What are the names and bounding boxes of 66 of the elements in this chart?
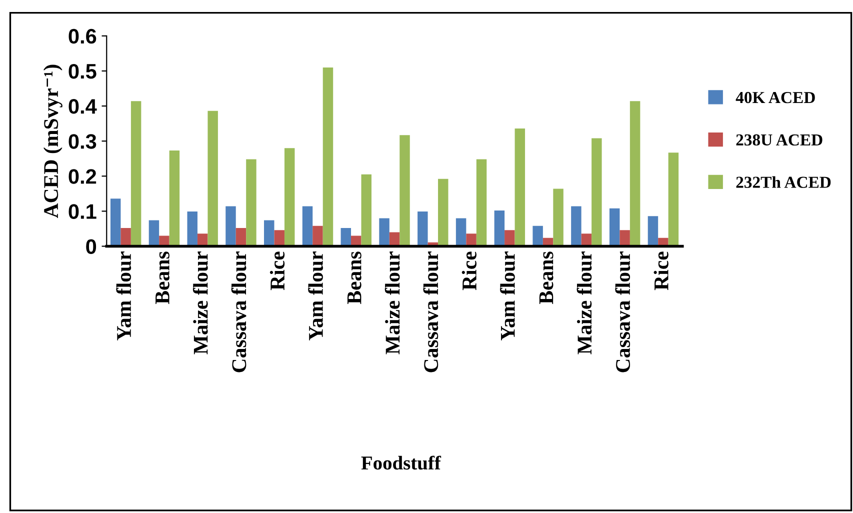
bar (668, 152, 679, 246)
bar (418, 212, 428, 246)
bar (130, 101, 142, 246)
bar (553, 188, 564, 246)
bar (236, 228, 246, 246)
x-tick-label: Maize flour (384, 252, 400, 354)
bar (264, 220, 274, 246)
x-axis-title: Foodstuff (361, 456, 442, 470)
bar (400, 135, 410, 246)
y-tick-label: 0 (86, 239, 96, 254)
x-tick-label: Maize flour (576, 252, 592, 354)
bar (466, 234, 476, 246)
bar (630, 101, 640, 246)
bar (159, 236, 170, 246)
bar (302, 206, 313, 246)
bar (648, 216, 658, 246)
bar (504, 230, 515, 246)
bar (169, 150, 180, 246)
bar (226, 206, 236, 246)
y-axis-title: ACED (mSvyr⁻¹) (43, 64, 62, 218)
x-tick-label: Rice (654, 252, 668, 290)
y-tick-label: 0.2 (68, 169, 96, 184)
bar (312, 226, 323, 246)
bar (379, 218, 390, 246)
bar (187, 212, 198, 246)
x-tick-label: Cassava flour (231, 252, 246, 372)
bar (389, 232, 400, 246)
x-tick-label: Beans (156, 252, 170, 304)
bar (514, 128, 526, 246)
bar (110, 198, 121, 246)
x-tick-label: Cassava flour (423, 252, 438, 372)
bar (494, 210, 505, 246)
bar (120, 228, 131, 246)
y-tick-label: 0.1 (68, 204, 96, 219)
bar (620, 230, 630, 246)
legend-label: 40K ACED (736, 92, 815, 104)
bar (322, 67, 334, 246)
bar (532, 226, 543, 246)
x-tick-label: Maize flour (192, 252, 208, 354)
x-tick-label: Cassava flour (615, 252, 630, 372)
bar (148, 220, 160, 246)
x-tick-label: Rice (462, 252, 476, 290)
y-tick-label: 0.5 (68, 64, 96, 79)
y-tick-label: 0.3 (68, 134, 96, 149)
bar (246, 159, 256, 246)
bar (208, 110, 218, 246)
y-tick-label: 0.4 (68, 99, 97, 114)
legend-label: 238U ACED (736, 134, 822, 146)
x-tick-label: Rice (270, 252, 285, 290)
y-tick-label: 0.6 (68, 28, 96, 44)
x-tick-label: Beans (539, 252, 554, 304)
bar (274, 230, 284, 246)
bar (284, 148, 295, 246)
x-tick-label: Yam flour (116, 252, 132, 340)
bar (438, 178, 448, 246)
x-tick-label: Beans (347, 252, 362, 304)
bar (476, 159, 487, 246)
x-tick-label: Yam flour (308, 252, 324, 340)
legend-label: 232Th ACED (736, 176, 831, 188)
bar (361, 174, 372, 246)
bar (340, 228, 352, 246)
bar (592, 138, 602, 246)
bar (609, 208, 620, 246)
x-tick-label: Yam flour (500, 252, 515, 340)
bar (456, 218, 466, 246)
bar (571, 206, 582, 246)
